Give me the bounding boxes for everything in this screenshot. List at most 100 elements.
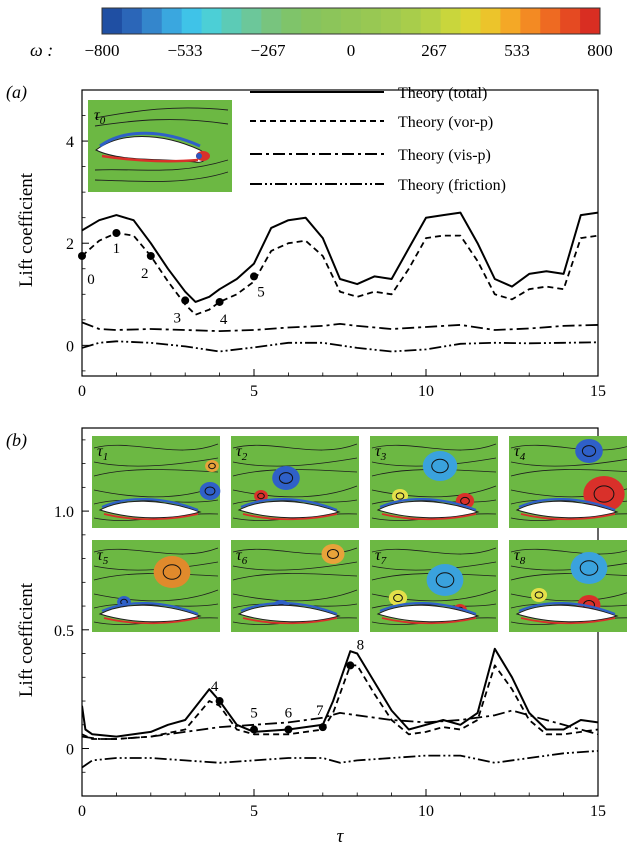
streamline — [371, 499, 497, 505]
streamline — [93, 547, 219, 555]
marker-point — [250, 725, 258, 734]
marker-point — [78, 251, 86, 260]
streamline — [93, 457, 219, 467]
vortex-blob — [199, 482, 221, 500]
colorbar-cell — [281, 8, 302, 34]
y-tick-label: 4 — [66, 134, 74, 151]
inset-label: τ5 — [97, 547, 109, 567]
x-tick-label: 10 — [418, 383, 434, 400]
legend-total: Theory (total) — [398, 85, 487, 102]
vortex-contour — [579, 560, 599, 576]
marker-point — [146, 251, 155, 260]
colorbar-cell — [301, 8, 322, 34]
vortex-blob — [254, 490, 268, 502]
streamline — [93, 469, 219, 477]
vortex-contour — [581, 445, 597, 457]
colorbar-tick-label: 800 — [587, 41, 613, 60]
streamline — [93, 499, 219, 505]
marker-point — [250, 272, 258, 281]
colorbar-cell — [540, 8, 561, 34]
airfoil-shape — [237, 500, 341, 519]
colorbar-cell — [400, 8, 422, 34]
airfoil-shape — [98, 604, 202, 623]
panel-a-ylabel: Lift coefficient — [16, 172, 37, 287]
x-tick-label: 0 — [78, 803, 86, 820]
inset-tau8: τ8 — [509, 540, 627, 632]
marker-label: 5 — [257, 284, 265, 300]
airfoil-lower-vorticity — [520, 617, 616, 625]
airfoil-shape — [515, 604, 619, 623]
inset-label: τ1 — [97, 443, 108, 463]
series-line-dashdot — [82, 321, 598, 333]
y-tick-label: 0 — [66, 742, 74, 759]
marker-point — [215, 697, 224, 706]
colorbar-cell — [480, 8, 501, 34]
y-tick-label: 1.0 — [54, 504, 74, 521]
streamline — [232, 561, 358, 571]
vortex-contour — [460, 496, 470, 506]
streamline — [371, 547, 497, 555]
vortex-contour — [204, 486, 216, 496]
streamline — [232, 573, 358, 581]
vortex-contour — [534, 591, 544, 599]
colorbar-tick-label: −533 — [167, 41, 202, 60]
marker-label: 4 — [211, 679, 219, 695]
streamline — [371, 589, 497, 602]
airfoil-upper-vorticity — [240, 498, 338, 512]
airfoil-lower-vorticity — [103, 617, 199, 625]
colorbar-cell — [181, 8, 203, 34]
vorticity-colorbar: ω : −800 −533 −267 0 267 533 800 — [30, 7, 613, 60]
colorbar-cell — [440, 8, 462, 34]
inset-label: τ3 — [375, 443, 387, 463]
marker-label: 2 — [141, 266, 149, 282]
marker-point — [181, 296, 190, 305]
airfoil-upper-vorticity — [379, 498, 477, 512]
y-tick-label: 2 — [66, 236, 74, 253]
vortex-contour — [431, 458, 449, 474]
marker-point — [284, 725, 293, 734]
series-line-dashdot — [82, 709, 598, 740]
streamline — [93, 603, 219, 609]
marker-point — [346, 661, 355, 670]
colorbar-tick-label: 533 — [504, 41, 530, 60]
colorbar-cell — [261, 8, 282, 34]
colorbar-cell — [560, 8, 581, 34]
marker-label: 8 — [357, 637, 365, 653]
inset-label: τ6 — [236, 547, 248, 567]
airfoil-upper-vorticity — [101, 602, 199, 616]
x-tick-label: 15 — [590, 803, 606, 820]
marker-label: 4 — [220, 312, 228, 328]
panel-b-xlabel: τ — [337, 826, 345, 847]
series-line-solid — [82, 647, 598, 738]
colorbar-cell — [141, 8, 163, 34]
colorbar-cell — [161, 8, 183, 34]
colorbar-cell — [321, 8, 342, 34]
marker-point — [318, 723, 327, 732]
x-tick-label: 10 — [418, 803, 434, 820]
marker-label: 1 — [113, 241, 121, 257]
airfoil-shape — [376, 604, 480, 623]
panel-b: (b) Lift coefficient τ 0 5 10 15 0 0.5 1.0 τ1 τ… — [6, 427, 627, 847]
panel-b-ylabel: Lift coefficient — [16, 582, 37, 697]
streamline — [510, 592, 627, 602]
inset-tau7: τ7 — [370, 540, 498, 632]
x-tick-label: 0 — [78, 383, 86, 400]
streamline — [232, 499, 358, 505]
airfoil-upper-vorticity — [379, 602, 477, 616]
inset-tau6: τ6 — [231, 540, 359, 632]
inset-tau0-label: τ0 — [94, 107, 106, 127]
marker-label: 7 — [316, 703, 324, 719]
inset-tau1: τ1 — [92, 436, 221, 528]
panel-a-legend: Theory (total) Theory (vor-p) Theory (vi… — [250, 85, 506, 194]
airfoil-lower-vorticity — [520, 513, 616, 521]
colorbar-tick-label: −800 — [84, 41, 119, 60]
legend-vor-p: Theory (vor-p) — [398, 114, 493, 131]
colorbar-cell — [102, 8, 123, 34]
legend-friction: Theory (friction) — [398, 177, 506, 194]
vortex-blob — [205, 460, 219, 472]
airfoil-lower-vorticity — [103, 513, 199, 521]
airfoil-upper-vorticity — [101, 498, 199, 512]
y-tick-label: 0 — [66, 338, 74, 355]
marker-label: 0 — [87, 272, 95, 288]
vortex-blob — [570, 552, 608, 584]
